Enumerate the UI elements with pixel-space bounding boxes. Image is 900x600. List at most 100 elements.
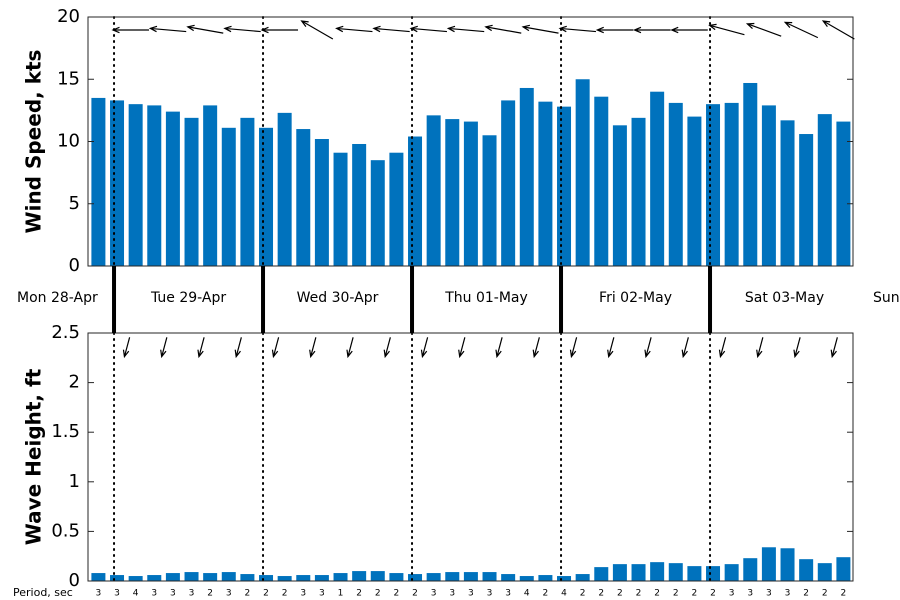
period-value: 2 xyxy=(282,589,288,599)
direction-arrow xyxy=(111,26,150,34)
period-value: 2 xyxy=(543,589,549,599)
bar xyxy=(240,574,255,581)
bar xyxy=(836,557,851,581)
direction-arrow xyxy=(756,337,764,359)
direction-arrow xyxy=(186,24,224,34)
direction-arrow xyxy=(346,337,354,359)
period-value: 3 xyxy=(151,589,157,599)
y-tick-label: 1 xyxy=(69,471,80,492)
bar xyxy=(408,136,423,266)
period-value: 2 xyxy=(822,589,828,599)
direction-arrow xyxy=(122,337,131,359)
axes-box xyxy=(87,16,854,267)
bar xyxy=(314,139,329,266)
bar xyxy=(650,562,665,581)
direction-arrow xyxy=(223,25,261,33)
bar xyxy=(463,121,478,266)
bar xyxy=(780,120,795,267)
direction-arrow xyxy=(335,25,373,33)
direction-arrow xyxy=(160,337,168,359)
bar xyxy=(91,97,106,266)
bar xyxy=(184,117,199,266)
bar xyxy=(780,548,795,581)
direction-arrow xyxy=(383,337,391,359)
y-tick-label: 10 xyxy=(57,131,80,152)
period-value: 2 xyxy=(580,589,586,599)
period-value: 3 xyxy=(729,589,735,599)
direction-arrow xyxy=(197,337,205,359)
day-label: Fri 02-May xyxy=(599,290,672,306)
bar xyxy=(184,572,199,581)
y-tick-label: 2 xyxy=(69,372,80,393)
period-value: 2 xyxy=(673,589,679,599)
bar xyxy=(668,102,683,266)
period-value: 3 xyxy=(300,589,306,599)
bar xyxy=(147,575,162,581)
period-value: 2 xyxy=(617,589,623,599)
direction-arrow xyxy=(670,26,708,34)
bar xyxy=(612,564,627,581)
day-label: Wed 30-Apr xyxy=(297,290,379,306)
bar xyxy=(501,100,516,266)
bar xyxy=(445,572,460,581)
bar xyxy=(817,563,832,581)
bar xyxy=(333,152,348,266)
direction-arrow xyxy=(793,337,801,359)
bar xyxy=(259,575,274,581)
bar xyxy=(650,91,665,266)
period-value: 2 xyxy=(263,589,269,599)
period-value: 3 xyxy=(170,589,176,599)
direction-arrow xyxy=(569,337,578,359)
bar xyxy=(743,558,758,581)
period-value: 3 xyxy=(431,589,437,599)
bar xyxy=(240,117,255,266)
direction-arrow xyxy=(718,337,727,359)
period-value: 2 xyxy=(394,589,400,599)
direction-arrow xyxy=(309,337,317,359)
period-value: 4 xyxy=(561,589,567,599)
bar xyxy=(221,572,236,581)
bar xyxy=(501,574,516,581)
bar xyxy=(426,115,441,266)
bar xyxy=(165,111,180,267)
direction-arrow xyxy=(558,25,597,33)
direction-arrow xyxy=(446,25,485,33)
period-value: 2 xyxy=(692,589,698,599)
period-value: 3 xyxy=(189,589,195,599)
period-value: 3 xyxy=(505,589,511,599)
direction-arrow xyxy=(830,337,838,359)
period-value: 2 xyxy=(412,589,418,599)
bar xyxy=(203,105,218,267)
bar xyxy=(836,121,851,266)
y-tick-label: 20 xyxy=(57,6,80,27)
bar xyxy=(370,160,385,266)
bar xyxy=(333,573,348,581)
bar xyxy=(128,104,143,267)
bar xyxy=(557,106,572,266)
direction-arrow xyxy=(595,26,634,34)
period-value: 3 xyxy=(468,589,474,599)
bar xyxy=(687,116,702,266)
period-value: 2 xyxy=(841,589,847,599)
y-axis-label: Wave Height, ft xyxy=(22,368,46,545)
bar xyxy=(110,575,125,581)
bar xyxy=(426,573,441,581)
bar xyxy=(277,576,292,581)
bar xyxy=(594,96,609,267)
plot-area xyxy=(88,333,853,581)
axes-box xyxy=(87,332,854,582)
bar xyxy=(557,576,572,581)
bar xyxy=(817,114,832,266)
period-value: 3 xyxy=(114,589,120,599)
direction-arrow xyxy=(458,337,466,359)
bar xyxy=(799,559,814,581)
day-label: Mon 28-Apr xyxy=(17,290,98,306)
period-value: 4 xyxy=(133,589,139,599)
bar xyxy=(761,105,776,267)
period-value: 3 xyxy=(449,589,455,599)
period-value: 2 xyxy=(636,589,642,599)
bar xyxy=(296,575,311,581)
period-value: 4 xyxy=(524,589,530,599)
direction-arrow xyxy=(708,23,745,36)
bar xyxy=(519,87,534,266)
